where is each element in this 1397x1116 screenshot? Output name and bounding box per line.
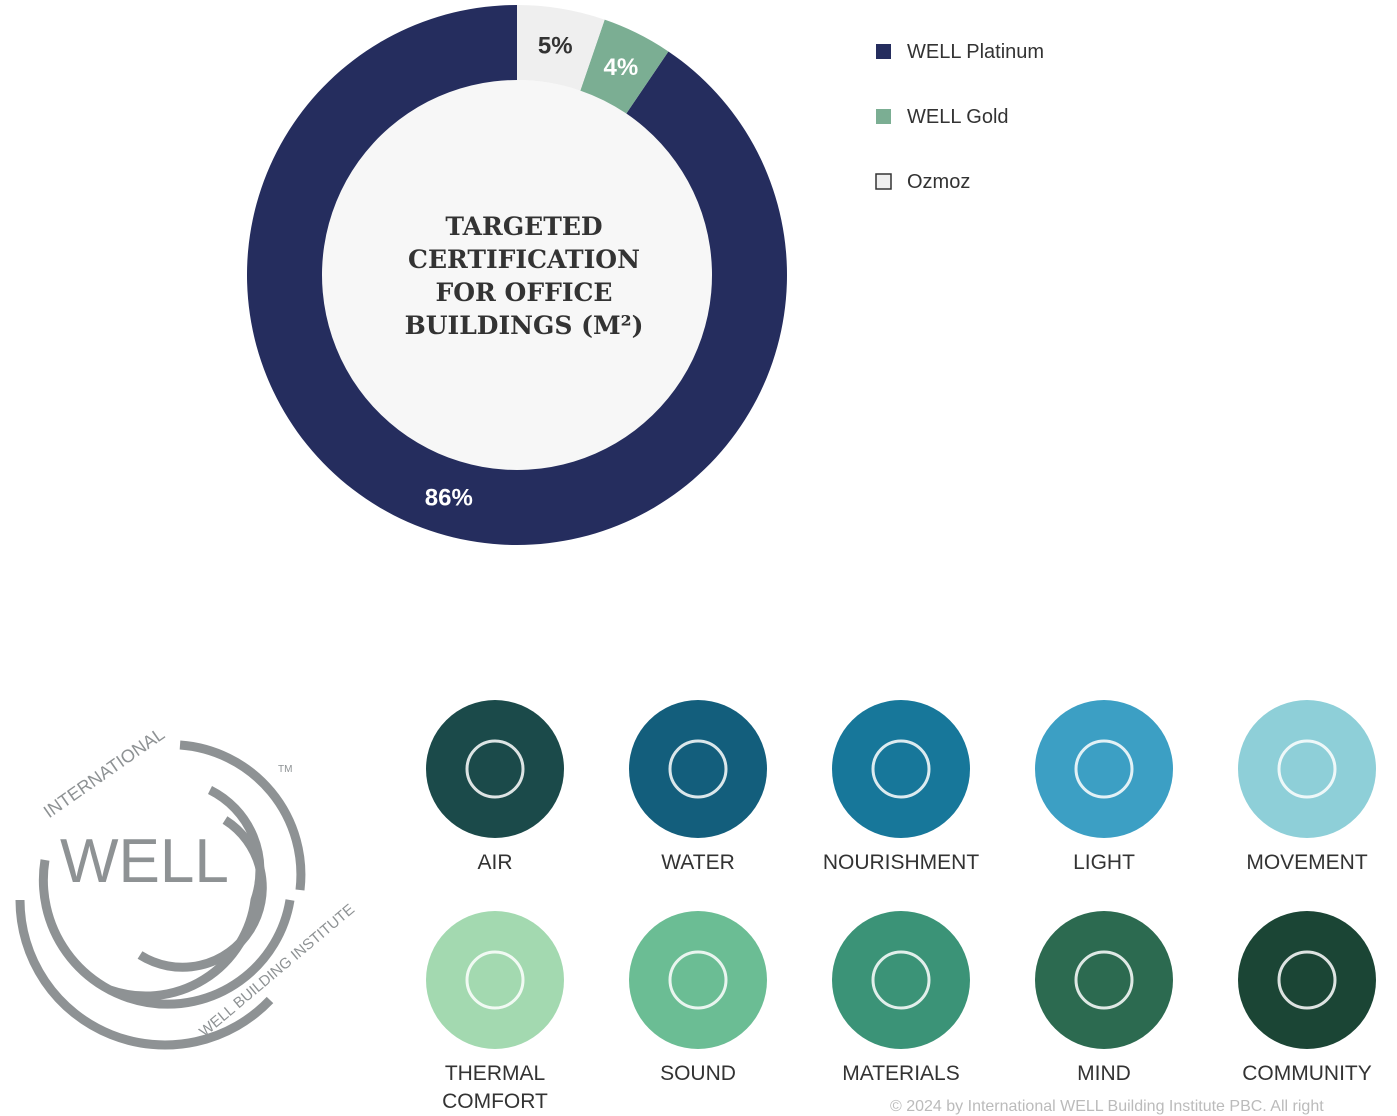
donut-segment [517,5,605,91]
logo-ring [179,740,306,891]
legend-swatch [876,109,891,124]
logo-ring [15,899,274,1050]
logo-name: WELL [60,827,229,896]
concept-icon [832,911,970,1049]
concept-label: LIGHT [1073,851,1135,874]
concept-glyph [1277,739,1337,799]
chart-title: TARGETED CERTIFICATION FOR OFFICE BUILDI… [404,212,644,340]
concept-icon [426,700,564,838]
concept-icon [1238,700,1376,838]
footer: © 2024 by International WELL Building In… [890,1098,1324,1115]
concept-icon [832,700,970,838]
concept-label: WATER [661,851,735,874]
concept-icon [629,700,767,838]
concept-label: COMMUNITY [1242,1062,1372,1085]
legend-swatch [876,44,891,59]
concept-glyph [668,950,728,1010]
concept-icon [1035,700,1173,838]
data-label: 86% [425,484,473,511]
logo-ring [137,816,267,972]
donut-segment [580,19,669,114]
concept-label: MOVEMENT [1246,851,1368,874]
logo-ring-text: INTERNATIONAL [40,724,168,822]
concept-label: SOUND [660,1062,736,1085]
concept-glyph [465,739,525,799]
concept-icon [629,911,767,1049]
logo-ring [108,785,265,1001]
concept-icon [426,911,564,1049]
concept-label: THERMAL COMFORT [442,1062,548,1113]
legend-label: Ozmoz [907,171,970,193]
concept-glyph [465,950,525,1010]
concept-glyph [1074,739,1134,799]
concept-glyph [1277,950,1337,1010]
concept-label: NOURISHMENT [822,851,980,874]
legend-swatch [875,173,892,190]
donut-hole [322,80,712,470]
concept-glyph [668,739,728,799]
concept-label: MIND [1077,1062,1131,1085]
concept-glyph [1074,950,1134,1010]
data-label: 4% [603,54,638,81]
legend-label: WELL Platinum [907,41,1044,63]
concept-label: MATERIALS [842,1062,960,1085]
logo-tm: TM [278,764,292,775]
data-label: 5% [538,33,573,60]
concept-label: AIR [477,851,513,874]
logo-ring [38,859,295,1009]
legend-label: WELL Gold [907,106,1009,128]
concept-icon [1035,911,1173,1049]
logo [15,740,306,1050]
concept-icon [1238,911,1376,1049]
concept-glyph [871,739,931,799]
concept-glyph [871,950,931,1010]
